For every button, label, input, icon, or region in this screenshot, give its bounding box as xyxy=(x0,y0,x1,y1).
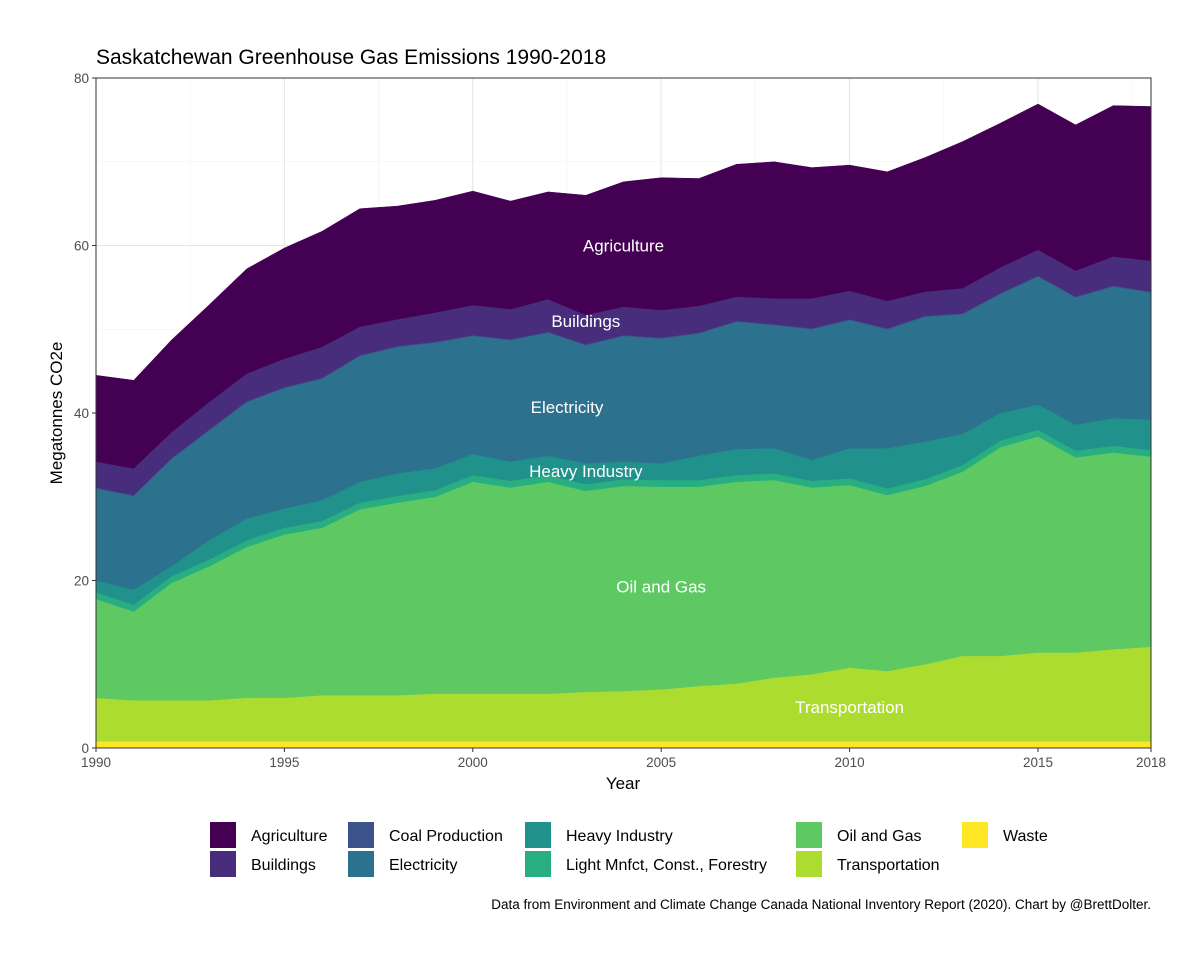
y-tick-label: 80 xyxy=(74,71,89,86)
legend-swatch xyxy=(210,822,236,848)
legend-swatch xyxy=(348,851,374,877)
y-tick-label: 40 xyxy=(74,406,89,421)
x-tick-label: 2010 xyxy=(835,755,865,770)
area-label: Electricity xyxy=(531,398,604,417)
x-tick-label: 1995 xyxy=(269,755,299,770)
legend-swatch xyxy=(348,822,374,848)
legend-swatch xyxy=(210,851,236,877)
x-tick-label: 2005 xyxy=(646,755,676,770)
y-tick-label: 20 xyxy=(74,574,89,589)
legend-label: Waste xyxy=(1003,828,1048,845)
legend-label: Coal Production xyxy=(389,828,503,845)
x-tick-label: 2015 xyxy=(1023,755,1053,770)
area-label: Transportation xyxy=(795,698,904,717)
chart-title: Saskatchewan Greenhouse Gas Emissions 19… xyxy=(96,46,606,69)
legend-label: Buildings xyxy=(251,857,316,874)
y-axis-ticks: 0 20 40 60 80 xyxy=(74,71,96,756)
x-tick-label: 1990 xyxy=(81,755,111,770)
area-series xyxy=(95,103,1152,749)
x-axis-ticks: 1990 1995 2000 2005 2010 2015 2018 xyxy=(81,748,1166,770)
legend-swatch xyxy=(796,851,822,877)
legend-swatch xyxy=(525,822,551,848)
area-label: Oil and Gas xyxy=(616,577,706,596)
legend-swatch xyxy=(525,851,551,877)
area-waste xyxy=(95,741,1152,749)
x-tick-label: 2000 xyxy=(458,755,488,770)
legend-swatch xyxy=(962,822,988,848)
legend-label: Transportation xyxy=(837,857,940,874)
legend-label: Oil and Gas xyxy=(837,828,921,845)
area-label: Buildings xyxy=(551,312,620,331)
area-labels: Agriculture Buildings Electricity Heavy Ind… xyxy=(529,237,904,717)
legend-label: Electricity xyxy=(389,857,457,874)
chart-caption: Data from Environment and Climate Change… xyxy=(491,897,1151,912)
area-label: Agriculture xyxy=(583,237,664,256)
legend-label: Heavy Industry xyxy=(566,828,673,845)
y-tick-label: 60 xyxy=(74,239,89,254)
area-label: Heavy Industry xyxy=(529,462,643,481)
x-axis-title: Year xyxy=(606,774,641,793)
y-axis-title: Megatonnes CO2e xyxy=(47,342,66,485)
legend: Agriculture Buildings Coal Production Elect… xyxy=(210,822,1048,877)
x-tick-label: 2018 xyxy=(1136,755,1166,770)
legend-swatch xyxy=(796,822,822,848)
legend-label: Agriculture xyxy=(251,828,328,845)
y-tick-label: 0 xyxy=(81,741,89,756)
legend-label: Light Mnfct, Const., Forestry xyxy=(566,857,767,874)
